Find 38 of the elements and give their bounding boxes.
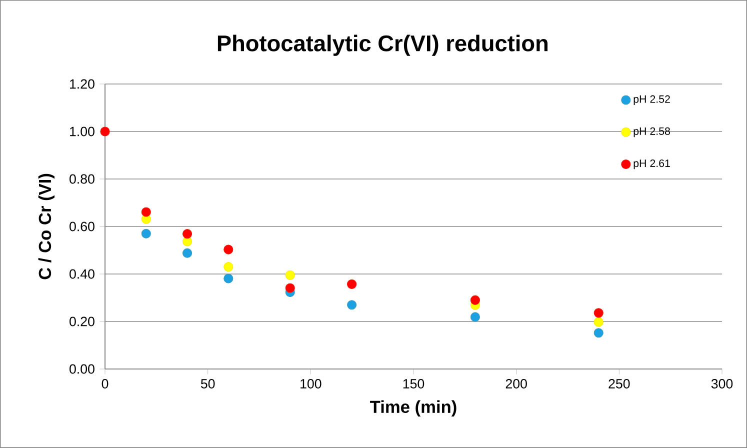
y-tick-label: 0.60 [70, 222, 94, 232]
point [470, 295, 480, 305]
y-tick-label: 0.20 [70, 316, 94, 326]
x-tick-label: 150 [403, 379, 424, 388]
y-tick-label: 0.00 [70, 364, 94, 374]
point [182, 248, 192, 258]
x-tick-label: 300 [711, 379, 733, 388]
y-tick-label: 0.40 [70, 269, 94, 279]
legend-label: pH 2.58 [634, 127, 670, 138]
point [224, 274, 234, 284]
point [594, 317, 604, 327]
x-axis-title: Time (min) [370, 400, 456, 416]
point [594, 328, 604, 338]
point [182, 236, 192, 246]
x-tick-label: 250 [608, 379, 630, 388]
point [347, 300, 357, 310]
point [285, 270, 295, 280]
point [100, 126, 110, 136]
point [347, 279, 357, 290]
x-tick-label: 200 [506, 379, 527, 388]
point [285, 283, 295, 293]
x-tick-label: 0 [102, 379, 108, 388]
y-tick-label: 1.00 [70, 126, 94, 136]
point [594, 308, 604, 318]
y-tick-label: 1.20 [70, 79, 94, 89]
point [470, 312, 480, 322]
point [141, 228, 151, 238]
y-axis-title: C / Co Cr (VI) [38, 174, 55, 280]
legend-label: pH 2.52 [634, 95, 670, 105]
point [224, 244, 234, 254]
point [141, 207, 151, 217]
legend-label: pH 2.61 [634, 160, 670, 170]
point [182, 229, 192, 239]
point [224, 262, 234, 272]
x-tick-label: 50 [200, 379, 215, 388]
chart-title: Photocatalytic Cr(VI) reduction [218, 34, 548, 56]
y-tick-label: 0.80 [70, 174, 94, 184]
x-tick-label: 100 [300, 379, 322, 388]
